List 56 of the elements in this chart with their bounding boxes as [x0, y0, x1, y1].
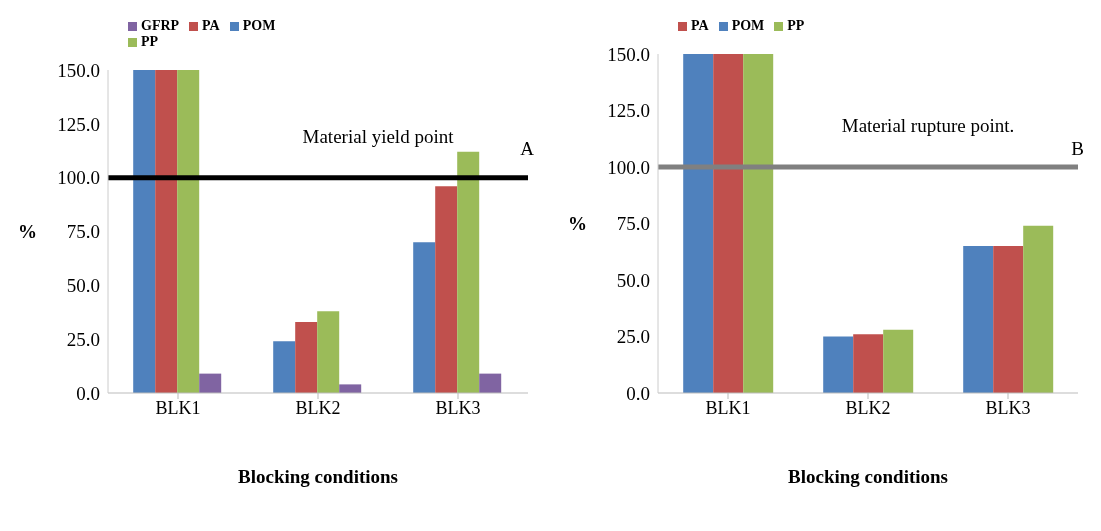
bar — [199, 373, 222, 393]
bar — [295, 321, 318, 393]
x-tick-label: BLK3 — [985, 397, 1031, 418]
x-tick-label: BLK1 — [705, 397, 751, 418]
x-axis-title: Blocking conditions — [788, 466, 948, 487]
y-tick-label: 75.0 — [66, 221, 100, 243]
y-tick-label: 125.0 — [57, 113, 100, 135]
bar — [177, 70, 200, 393]
ref-line-label: Material rupture point. — [841, 115, 1015, 136]
legend-label: POM — [242, 18, 276, 33]
bar — [683, 54, 714, 393]
bar — [317, 311, 340, 393]
annotation: A — [520, 138, 534, 160]
legend-label: POM — [731, 18, 765, 33]
x-tick-label: BLK3 — [435, 397, 481, 418]
legend-label: PP — [141, 34, 159, 49]
bar — [853, 334, 884, 393]
legend-label: PP — [787, 18, 805, 33]
bar — [435, 186, 458, 393]
x-tick-label: BLK1 — [155, 397, 201, 418]
bar — [743, 54, 774, 393]
y-tick-label: 50.0 — [66, 275, 100, 297]
y-tick-label: 50.0 — [616, 269, 650, 291]
x-tick-label: BLK2 — [845, 397, 891, 418]
legend-label: PA — [202, 18, 220, 33]
bar — [133, 70, 156, 393]
ref-line-label: Material yield point — [302, 125, 455, 147]
bar — [713, 54, 744, 393]
bar — [993, 246, 1024, 393]
y-tick-label: 0.0 — [76, 382, 100, 404]
y-tick-label: 75.0 — [616, 213, 650, 235]
annotation: B — [1071, 138, 1084, 160]
bar — [457, 151, 480, 393]
x-tick-label: BLK2 — [295, 397, 341, 418]
bar — [1023, 225, 1054, 393]
bar — [883, 329, 914, 393]
y-tick-label: 100.0 — [57, 167, 100, 189]
bar — [273, 341, 296, 393]
bar — [155, 70, 178, 393]
legend-label: PA — [691, 18, 709, 33]
x-axis-title: Blocking conditions — [238, 466, 398, 487]
y-axis-title: % — [18, 221, 37, 243]
y-tick-label: 150.0 — [607, 43, 650, 65]
legend-label: GFRP — [141, 18, 180, 33]
bar — [823, 336, 854, 393]
y-tick-label: 25.0 — [66, 328, 100, 350]
bar — [479, 373, 502, 393]
y-tick-label: 100.0 — [607, 156, 650, 178]
bar — [339, 384, 362, 393]
bar — [963, 246, 994, 393]
y-tick-label: 125.0 — [607, 100, 650, 122]
y-tick-label: 25.0 — [616, 326, 650, 348]
y-axis-title: % — [568, 213, 587, 235]
y-tick-label: 0.0 — [626, 382, 650, 404]
y-tick-label: 150.0 — [57, 59, 100, 81]
bar — [413, 242, 436, 393]
